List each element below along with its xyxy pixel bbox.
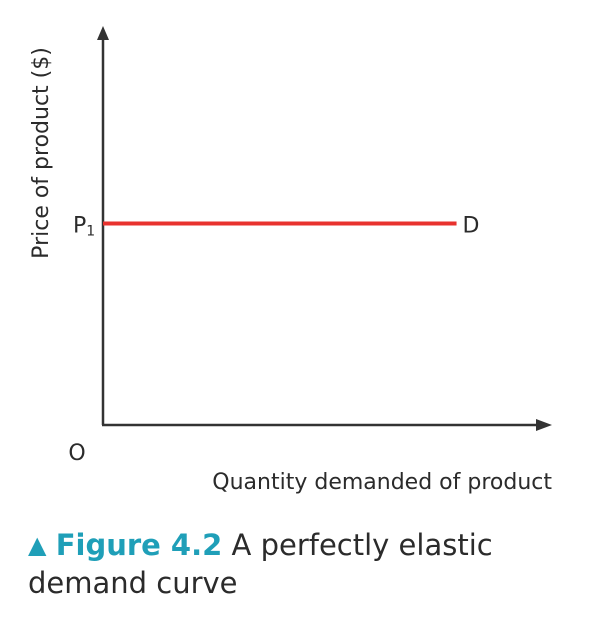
chart: Price of product ($) Quantity demanded o… — [29, 26, 552, 495]
figure-caption: ▲ Figure 4.2 A perfectly elastic demand … — [28, 526, 568, 602]
x-axis-label: Quantity demanded of product — [212, 470, 552, 495]
axes — [97, 26, 552, 431]
y-axis-label: Price of product ($) — [29, 47, 54, 259]
triangle-icon: ▲ — [28, 531, 47, 559]
x-axis-arrow-icon — [536, 419, 552, 431]
demand-curve-label: D — [463, 213, 480, 238]
figure-number: Figure 4.2 — [55, 528, 223, 562]
caption-text: A perfectly elastic demand curve — [28, 528, 493, 600]
price-tick-label: P1 — [73, 213, 95, 239]
origin-label: O — [68, 441, 85, 466]
price-tick-main: P — [73, 213, 86, 238]
price-tick-subscript: 1 — [86, 223, 95, 239]
y-axis-arrow-icon — [97, 26, 109, 40]
